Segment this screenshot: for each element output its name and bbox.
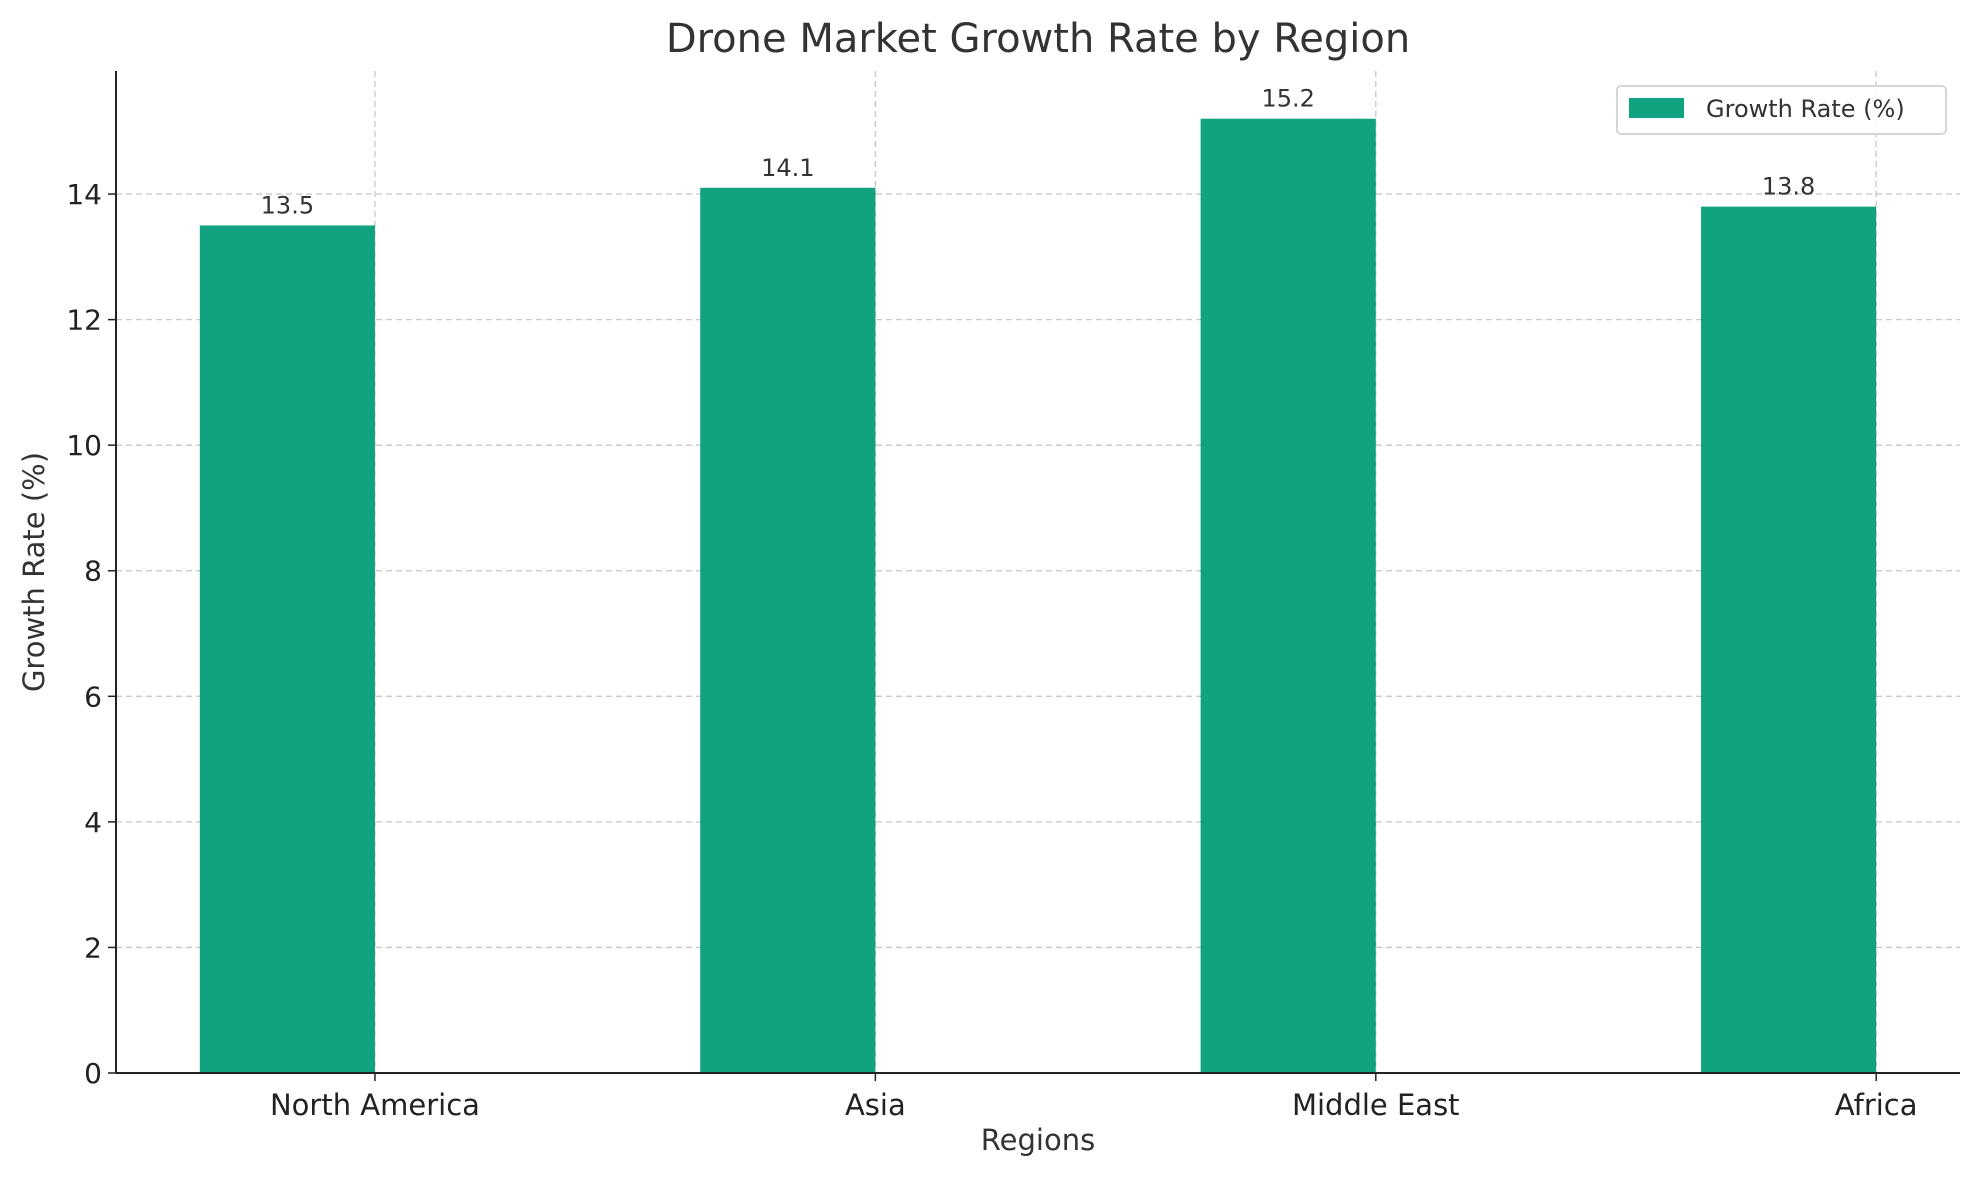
bar-value-label: 14.1	[761, 154, 814, 182]
x-tick-label: North America	[270, 1088, 480, 1122]
y-tick-label: 10	[66, 429, 102, 462]
y-tick-label: 6	[84, 680, 102, 713]
y-tick-label: 12	[66, 304, 102, 337]
legend-box	[1616, 85, 1947, 135]
x-tick-label: Asia	[845, 1088, 906, 1122]
data-labels: 13.5 14.1 15.2 13.8	[261, 85, 1816, 220]
y-tick-label: 14	[66, 178, 102, 211]
bar-value-label: 13.5	[261, 191, 314, 219]
bar	[700, 187, 876, 1074]
legend-swatch	[1629, 98, 1684, 118]
bar-value-label: 13.8	[1762, 173, 1815, 201]
x-tick-label: Africa	[1835, 1088, 1918, 1122]
y-axis-label: Growth Rate (%)	[17, 452, 51, 692]
bar	[1701, 206, 1877, 1074]
bars	[199, 118, 1877, 1074]
bar	[1200, 118, 1376, 1073]
y-tick-label: 4	[84, 806, 102, 839]
y-tick-label: 2	[84, 931, 102, 964]
legend: Growth Rate (%)	[1616, 85, 1947, 135]
bar	[199, 225, 375, 1073]
legend-label: Growth Rate (%)	[1706, 95, 1905, 123]
x-tick-label: Middle East	[1292, 1088, 1460, 1122]
y-tick-label: 0	[84, 1057, 102, 1090]
x-ticks: North America Asia Middle East Africa	[270, 1073, 1918, 1122]
grid	[116, 71, 1960, 1073]
chart-title: Drone Market Growth Rate by Region	[666, 16, 1410, 62]
bar-value-label: 15.2	[1261, 85, 1314, 113]
y-tick-label: 8	[84, 555, 102, 588]
y-ticks: 0 2 4 6 8 10 12 14	[66, 178, 116, 1090]
x-axis-label: Regions	[981, 1123, 1095, 1157]
